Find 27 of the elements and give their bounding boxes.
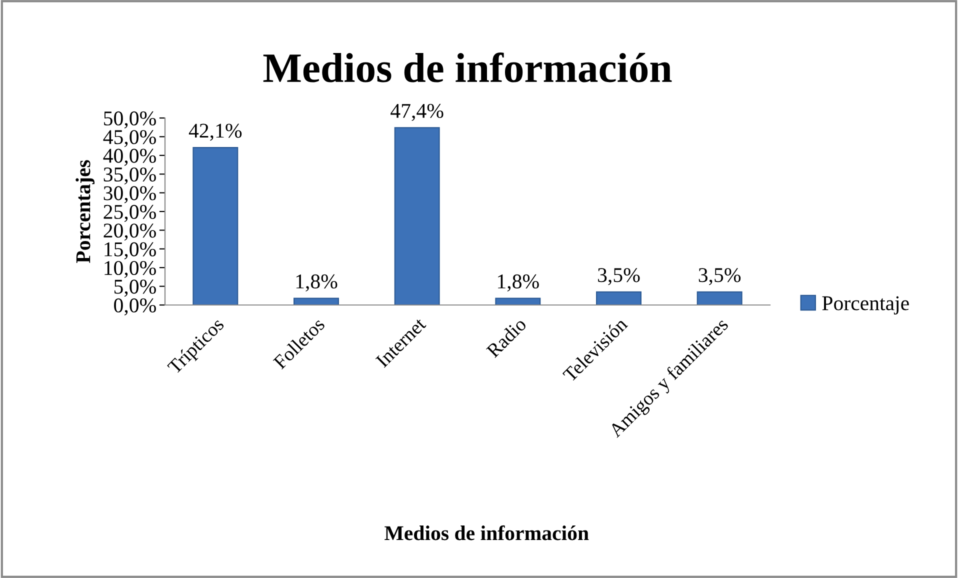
bar xyxy=(394,127,440,305)
y-tick-label: 15,0% xyxy=(104,242,156,260)
data-label: 1,8% xyxy=(498,274,539,292)
bar xyxy=(696,291,742,305)
data-label: 47,4% xyxy=(390,104,444,121)
y-tick-label: 0,0% xyxy=(114,298,156,316)
data-label: 3,5% xyxy=(598,268,640,286)
y-tick-label: 10,0% xyxy=(104,260,156,278)
data-label: 1,8% xyxy=(296,274,338,292)
data-label: 42,1% xyxy=(188,124,242,141)
x-axis-title: Medios de información xyxy=(384,525,589,540)
y-tick-label: 5,0% xyxy=(114,280,156,297)
chart-title: Medios de información xyxy=(263,52,672,82)
y-tick-label: 20,0% xyxy=(104,224,156,241)
data-label: 3,5% xyxy=(698,268,741,286)
y-tick-label: 30,0% xyxy=(104,186,156,204)
y-tick-label: 50,0% xyxy=(104,111,156,128)
y-tick-label: 35,0% xyxy=(104,167,156,185)
y-tick-label: 40,0% xyxy=(103,148,156,166)
bar xyxy=(596,291,642,305)
bar xyxy=(294,298,339,305)
y-tick-label: 45,0% xyxy=(103,130,156,148)
bar xyxy=(495,298,541,305)
y-tick-label: 25,0% xyxy=(104,204,156,222)
bar xyxy=(192,146,238,305)
y-axis-title: Porcentajes xyxy=(76,160,95,264)
legend-label: Porcentaje xyxy=(822,296,909,315)
